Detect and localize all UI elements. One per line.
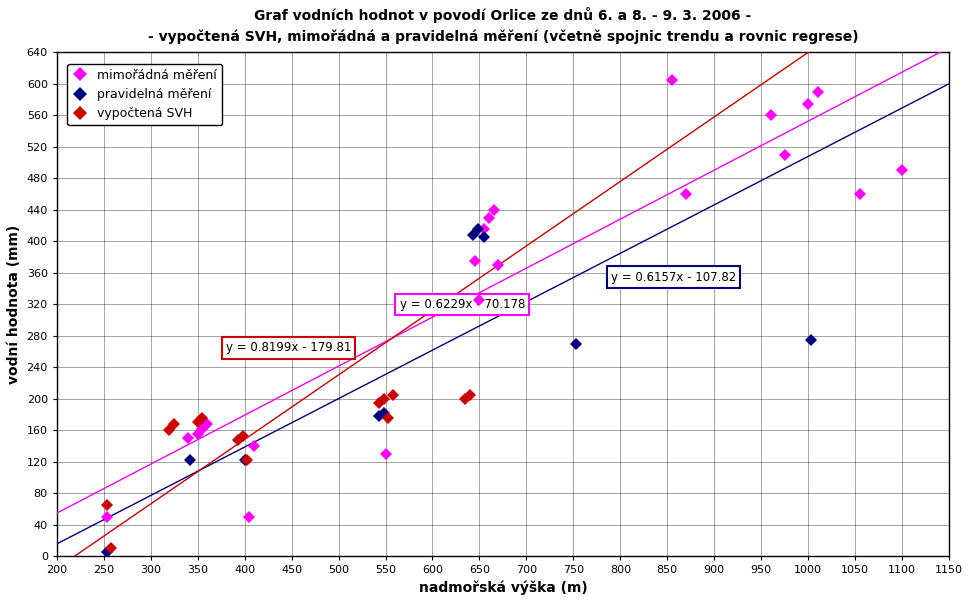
Title: Graf vodních hodnot v povodí Orlice ze dnů 6. a 8. - 9. 3. 2006 -
- vypočtená SV: Graf vodních hodnot v povodí Orlice ze d… [147, 7, 858, 45]
Legend: mimořádná měření, pravidelná měření, vypočtená SVH: mimořádná měření, pravidelná měření, vyp… [68, 64, 222, 125]
Y-axis label: vodní hodnota (mm): vodní hodnota (mm) [7, 225, 21, 384]
Text: y = 0.8199x - 179.81: y = 0.8199x - 179.81 [226, 341, 351, 355]
X-axis label: nadmořská výška (m): nadmořská výška (m) [418, 580, 586, 595]
Text: y = 0.6157x - 107.82: y = 0.6157x - 107.82 [610, 271, 735, 284]
Text: y = 0.6229x - 70.178: y = 0.6229x - 70.178 [399, 298, 524, 311]
